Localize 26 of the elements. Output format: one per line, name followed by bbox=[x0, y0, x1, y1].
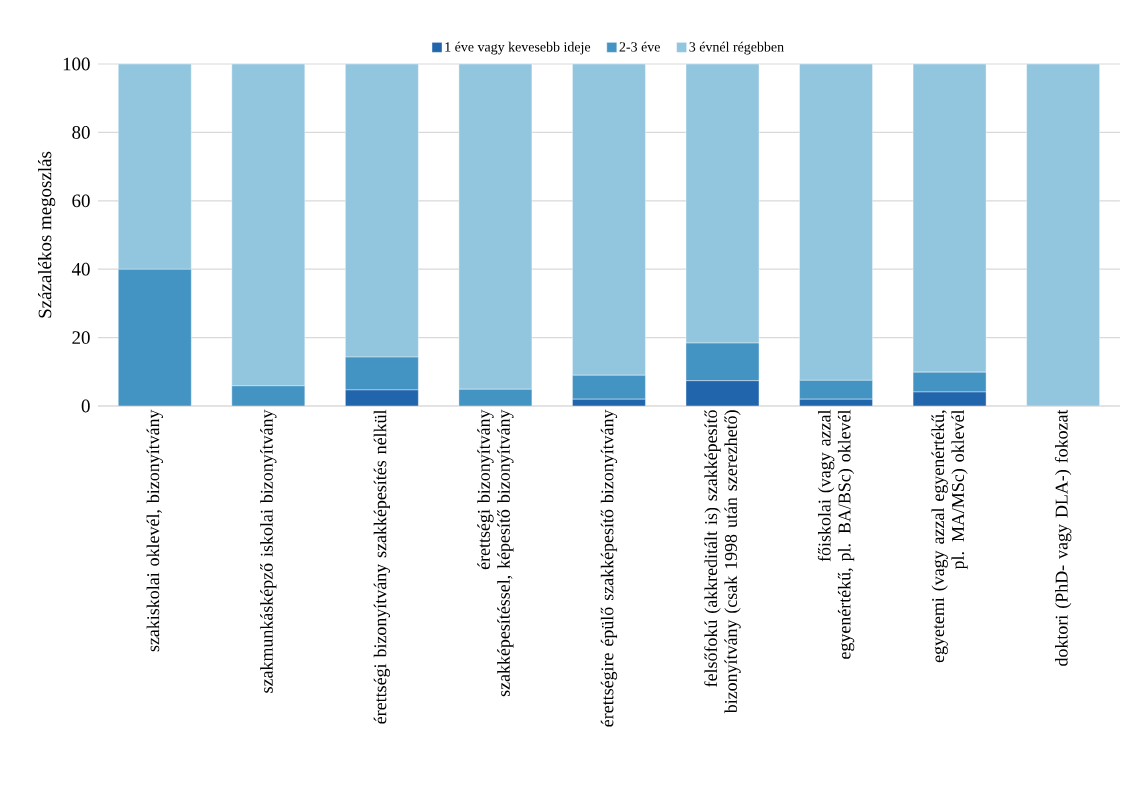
x-tick-label: főiskolai (vagy azzal egyenértékű, pl. BA/BSc) oklevél bbox=[817, 409, 855, 659]
legend-label: 3 évnél régebben bbox=[689, 41, 784, 55]
x-tick-label: érettségi bizonyítvány szakképesítés nélkül bbox=[373, 409, 391, 724]
legend-label: 2-3 éve bbox=[619, 41, 660, 52]
x-tick-label: szakmunkásképző iskolai bizonyítvány bbox=[260, 409, 277, 693]
y-tick-label: 20 bbox=[72, 331, 90, 344]
x-tick-label: doktori (PhD- vagy DLA-) fokozat bbox=[1054, 409, 1072, 666]
bar bbox=[685, 342, 760, 381]
x-tick-label: egyetemi (vagy azzal egyenértékű, pl. MA/MSc) oklevél bbox=[931, 409, 968, 663]
legend-label: 1 éve vagy kevesebb ideje bbox=[445, 41, 591, 55]
bar bbox=[685, 380, 759, 406]
x-tick-label: érettségire épülő szakképesítő bizonyítvány bbox=[600, 409, 618, 727]
x-tick-label: szakiskolai oklevél, bizonyítvány bbox=[146, 409, 163, 652]
y-tick-label: 60 bbox=[72, 194, 90, 208]
y-tick-label: 0 bbox=[81, 399, 90, 413]
y-tick-label: 100 bbox=[63, 57, 90, 71]
y-axis-title: Százalékos megoszlás bbox=[38, 151, 56, 318]
bar bbox=[572, 375, 646, 400]
bar bbox=[1026, 64, 1100, 406]
bar bbox=[118, 269, 192, 406]
bar bbox=[799, 380, 873, 400]
y-tick-label: 40 bbox=[71, 262, 90, 276]
bar bbox=[231, 385, 305, 406]
y-tick-label: 80 bbox=[72, 126, 90, 139]
x-tick-label: felsőfokú (akkreditált is) szakképesítő bizonyítvány (csak 1998 után szerezhető) bbox=[704, 410, 741, 714]
bar bbox=[345, 356, 419, 391]
